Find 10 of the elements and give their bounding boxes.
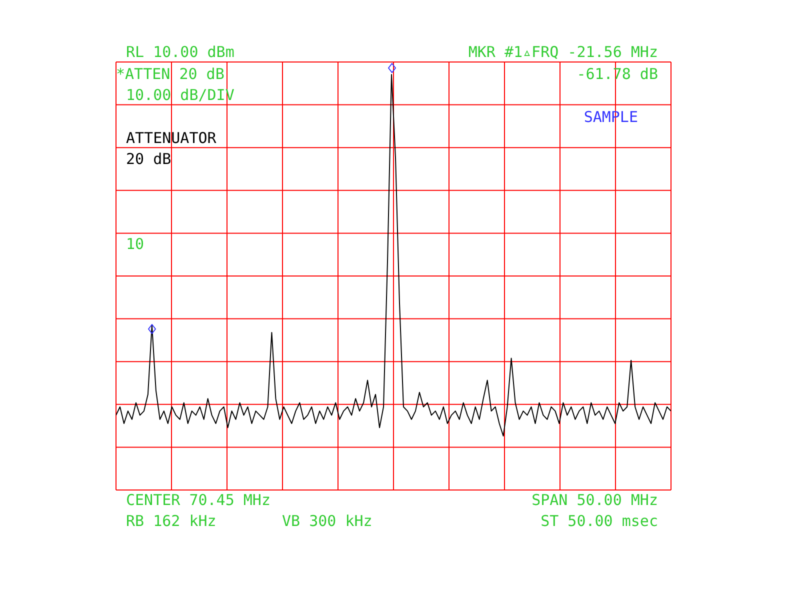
text: MKR #1▵FRQ -21.56 MHz [468, 42, 658, 62]
annotation: 20 dB [126, 149, 172, 169]
text: ST 50.00 msec [540, 511, 658, 531]
annotation: 10 [126, 234, 144, 254]
text: RB 162 kHz [126, 511, 216, 531]
text: CENTER 70.45 MHz [126, 490, 270, 510]
text: RL 10.00 dBm [126, 42, 234, 62]
annotation: *ATTEN 20 dB [116, 64, 224, 84]
text: VB 300 kHz [282, 511, 372, 531]
text: SPAN 50.00 MHz [532, 490, 658, 510]
